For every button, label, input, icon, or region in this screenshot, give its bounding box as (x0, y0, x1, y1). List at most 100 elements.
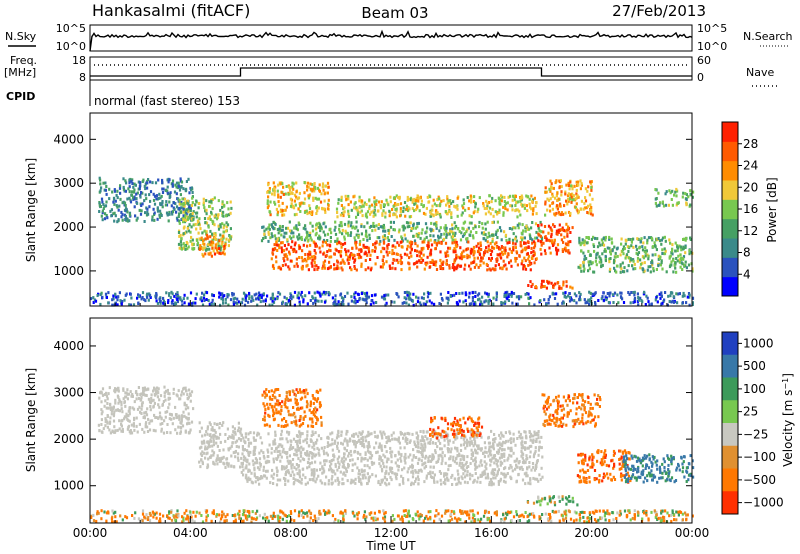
data-cell (211, 232, 214, 236)
data-cell (461, 251, 464, 255)
data-cell (158, 411, 162, 415)
data-cell (337, 460, 340, 464)
data-cell (510, 204, 514, 208)
data-cell (280, 455, 283, 459)
data-cell (490, 256, 493, 260)
data-cell (678, 292, 681, 296)
data-cell (534, 449, 537, 453)
data-cell (282, 193, 285, 196)
data-cell (323, 199, 326, 203)
data-cell (178, 198, 181, 202)
data-cell (340, 204, 343, 207)
data-cell (504, 246, 507, 250)
data-cell (367, 266, 370, 270)
data-cell (489, 258, 492, 262)
data-cell (476, 451, 479, 455)
data-cell (486, 220, 489, 224)
data-cell (422, 296, 425, 300)
data-cell (104, 292, 108, 296)
data-cell (473, 458, 476, 462)
data-cell (112, 294, 115, 298)
data-cell (543, 285, 546, 288)
data-cell (309, 299, 312, 302)
data-cell (311, 229, 315, 233)
data-cell (466, 253, 469, 257)
data-cell (361, 441, 364, 445)
data-cell (601, 243, 604, 247)
data-cell (407, 303, 410, 307)
data-cell (239, 430, 242, 433)
data-cell (133, 416, 136, 420)
data-cell (334, 267, 337, 271)
data-cell (314, 441, 318, 444)
data-cell (527, 296, 530, 300)
data-cell (685, 301, 688, 305)
data-cell (138, 208, 141, 212)
data-cell (348, 258, 351, 261)
data-cell (415, 234, 418, 238)
data-cell (661, 200, 664, 204)
data-cell (298, 300, 301, 304)
data-cell (147, 417, 150, 421)
data-cell (224, 301, 227, 305)
data-cell (211, 246, 214, 250)
data-cell (612, 301, 615, 304)
data-cell (199, 465, 202, 469)
data-cell (268, 227, 271, 231)
data-cell (222, 236, 225, 240)
data-cell (466, 196, 469, 199)
data-cell (417, 235, 420, 239)
data-cell (448, 246, 452, 250)
data-cell (350, 253, 354, 257)
data-cell (688, 293, 691, 297)
data-cell (152, 389, 155, 393)
data-cell (347, 222, 350, 226)
data-cell (676, 259, 679, 263)
data-cell (99, 189, 102, 193)
data-cell (544, 186, 547, 190)
data-cell (191, 201, 194, 205)
data-cell (277, 200, 280, 204)
data-cell (337, 482, 340, 486)
data-cell (654, 188, 657, 191)
data-cell (379, 464, 382, 468)
data-cell (621, 261, 624, 265)
data-cell (253, 474, 256, 478)
data-cell (561, 228, 564, 232)
data-cell (430, 212, 433, 216)
data-cell (488, 480, 491, 484)
nave-label: Nave (746, 66, 774, 79)
data-cell (490, 233, 494, 237)
data-cell (107, 406, 110, 410)
data-cell (214, 213, 218, 217)
data-cell (364, 457, 367, 460)
data-cell (159, 394, 163, 398)
data-cell (529, 237, 532, 240)
data-cell (314, 187, 317, 191)
data-cell (549, 239, 552, 243)
data-cell (208, 444, 211, 448)
data-cell (579, 266, 582, 270)
data-cell (140, 395, 143, 399)
data-cell (682, 238, 685, 241)
data-cell (416, 260, 419, 264)
data-cell (128, 178, 131, 182)
data-cell (535, 461, 538, 465)
data-cell (160, 417, 163, 421)
data-cell (213, 252, 217, 256)
data-cell (267, 204, 270, 208)
data-cell (673, 263, 676, 267)
data-cell (105, 214, 108, 217)
data-cell (310, 468, 313, 472)
data-cell (138, 405, 141, 409)
data-cell (141, 401, 144, 405)
data-cell (209, 235, 212, 239)
data-cell (139, 181, 142, 185)
data-cell (420, 231, 423, 235)
data-cell (624, 242, 627, 246)
data-cell (543, 225, 547, 228)
data-cell (175, 416, 178, 420)
data-cell (176, 298, 179, 301)
data-cell (258, 457, 262, 461)
data-cell (188, 421, 191, 425)
